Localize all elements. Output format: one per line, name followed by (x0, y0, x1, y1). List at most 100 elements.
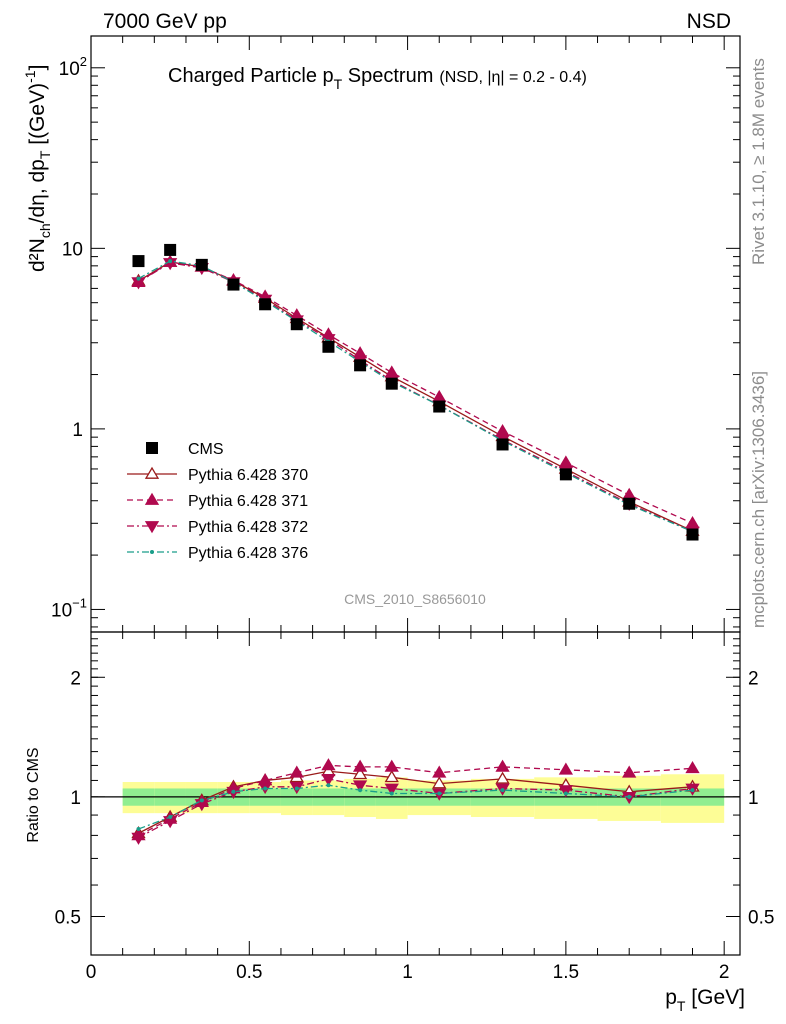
ratio-point (294, 786, 299, 791)
ratio-y-tick-label: 2 (70, 668, 81, 689)
ratio-point (685, 761, 700, 774)
ratio-point (558, 785, 574, 798)
ratio-y-axis-label: Ratio to CMS (25, 747, 42, 842)
legend-label: Pythia 6.428 372 (188, 519, 308, 536)
data-point (558, 455, 574, 468)
data-point (259, 298, 272, 311)
rivet-version-label: Rivet 3.1.10, ≥ 1.8M events (749, 58, 768, 265)
ratio-panel: 0.5 0.5 1 1 2 2 0 0.5 1 1.5 2 Ratio to CMS pT [GeV… (25, 631, 774, 1014)
y-tick-label: 10 (62, 239, 83, 260)
ratio-point (495, 759, 510, 772)
ratio-point (263, 786, 268, 791)
ratio-point (432, 765, 447, 778)
data-point (168, 259, 173, 264)
data-point (354, 359, 367, 372)
ratio-y-tick-label: 1 (70, 788, 81, 809)
series-cms (132, 243, 699, 541)
legend-label: Pythia 6.428 370 (188, 467, 308, 484)
main-ticks: 10−1 1 10 102 (51, 36, 740, 632)
ratio-point (495, 771, 510, 784)
x-tick-label: 2 (719, 962, 730, 983)
data-point (136, 276, 141, 281)
ratio-point (437, 791, 442, 796)
ratio-frame (90, 631, 741, 956)
ratio-line (138, 764, 693, 836)
y-tick-label: 102 (59, 54, 87, 80)
data-point (495, 423, 510, 437)
data-point (164, 243, 177, 256)
ratio-point (690, 788, 695, 793)
ratio-point (168, 814, 173, 819)
legend-marker (150, 550, 154, 554)
ratio-point (231, 789, 236, 794)
data-point (433, 400, 446, 413)
ratio-point (131, 832, 146, 845)
legend-marker (144, 521, 160, 534)
ratio-y-tick-label-right: 2 (748, 668, 759, 689)
ratio-y-tick-label-right: 1 (748, 788, 759, 809)
x-tick-label: 0 (86, 962, 97, 983)
x-tick-label: 0.5 (236, 962, 262, 983)
y-axis-label: d²Nch/dη, dpT [(GeV)-1] (22, 65, 53, 272)
ratio-y-tick-label: 0.5 (55, 907, 81, 928)
legend-label: CMS (188, 441, 224, 458)
data-point (685, 516, 700, 529)
main-frame (90, 35, 741, 633)
y-tick-label: 10−1 (51, 595, 87, 621)
x-axis-label: pT [GeV] (665, 986, 745, 1014)
legend-marker (144, 492, 160, 505)
legend-entry: Pythia 6.428 376 (127, 545, 308, 562)
data-point (559, 468, 572, 481)
y-tick-label: 1 (72, 420, 83, 441)
chart-title: Charged Particle pT Spectrum (NSD, |η| = … (168, 65, 587, 92)
ratio-ticks: 0.5 0.5 1 1 2 2 0 0.5 1 1.5 2 (55, 632, 774, 983)
legend-marker (146, 442, 158, 454)
data-point (496, 438, 509, 451)
ratio-series-pythia-6-428-372 (131, 774, 700, 845)
ratio-point (500, 788, 505, 793)
ratio-point (352, 766, 368, 780)
legend-label: Pythia 6.428 371 (188, 493, 308, 510)
legend-marker (144, 466, 160, 479)
ratio-point (389, 791, 394, 796)
ratio-point (384, 759, 399, 772)
legend-label: Pythia 6.428 376 (188, 545, 308, 562)
ratio-series (131, 758, 700, 845)
ratio-point (432, 776, 447, 789)
data-point (432, 389, 447, 402)
ratio-series-pythia-6-428-376 (136, 783, 695, 832)
data-point (384, 365, 399, 378)
data-point (322, 340, 335, 353)
ratio-point (199, 798, 204, 803)
series-pythia-6-428-371 (131, 254, 700, 529)
series-line (138, 261, 693, 532)
x-tick-label: 1 (402, 962, 413, 983)
legend-entry: Pythia 6.428 372 (127, 519, 308, 536)
legend-entry: CMS (146, 441, 224, 458)
data-point (686, 528, 699, 541)
data-point (385, 377, 398, 390)
data-point (623, 497, 636, 510)
analysis-watermark: CMS_2010_S8656010 (344, 591, 486, 607)
ratio-point (321, 774, 336, 787)
ratio-point (352, 780, 368, 793)
header-right: NSD (687, 10, 731, 33)
ratio-point (326, 783, 331, 788)
data-point (195, 258, 208, 271)
ratio-point (358, 788, 363, 793)
ratio-point (563, 791, 568, 796)
ratio-point (558, 762, 574, 775)
ratio-point (136, 827, 141, 832)
legend-entry: Pythia 6.428 371 (127, 492, 308, 510)
ratio-point (384, 783, 399, 796)
ratio-point (384, 770, 399, 783)
ratio-point (289, 765, 304, 778)
x-tick-label: 1.5 (553, 962, 579, 983)
main-series (131, 243, 700, 541)
data-point (227, 278, 240, 291)
legend-entry: Pythia 6.428 370 (127, 466, 308, 484)
mcplots-label: mcplots.cern.ch [arXiv:1306.3436] (749, 371, 768, 628)
ratio-line (138, 770, 693, 834)
main-panel: 10−1 1 10 102 Charged Particle pT Spectrum(… (22, 35, 741, 633)
